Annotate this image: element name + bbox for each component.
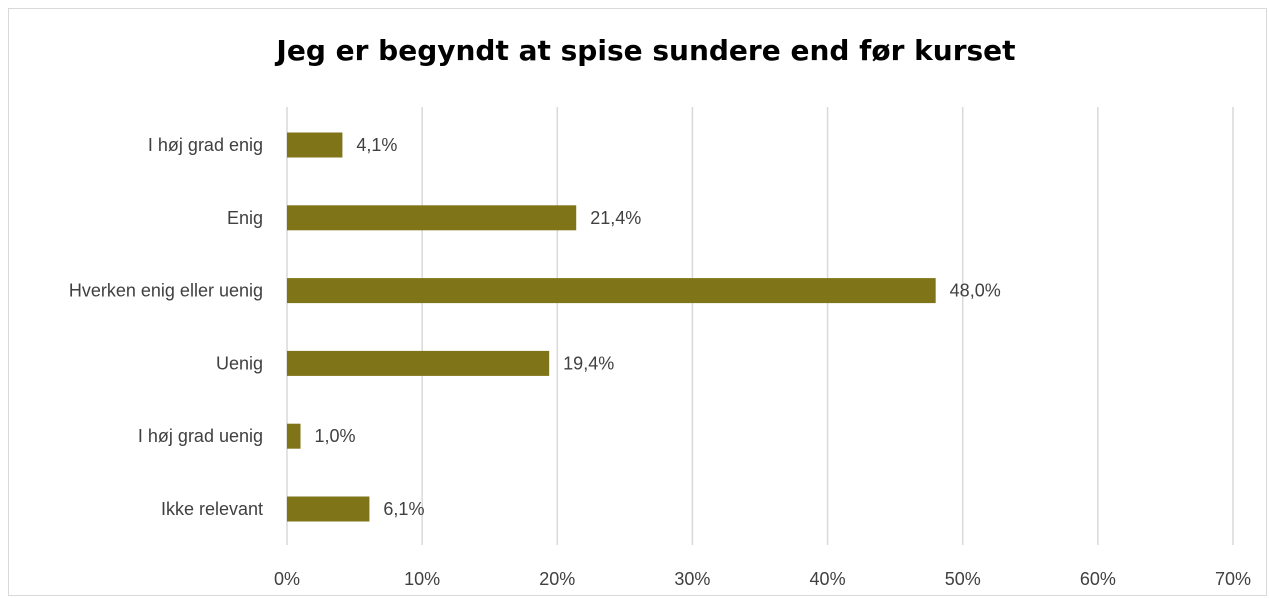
data-label: 6,1% (383, 499, 424, 519)
bars (287, 132, 936, 522)
x-axis-tick-labels: 0% 10% 20% 30% 40% 50% 60% 70% (274, 569, 1251, 589)
category-labels: I høj grad enig Enig Hverken enig eller ue… (69, 135, 263, 519)
data-label: 19,4% (563, 353, 614, 373)
category-label: Uenig (216, 353, 263, 373)
data-labels: 4,1% 21,4% 48,0% 19,4% 1,0% 6,1% (315, 135, 1001, 519)
data-label: 21,4% (590, 208, 641, 228)
x-tick-label: 50% (945, 569, 981, 589)
x-tick-label: 40% (810, 569, 846, 589)
x-tick-label: 70% (1215, 569, 1251, 589)
gridlines (286, 107, 1234, 545)
x-tick-label: 0% (274, 569, 300, 589)
category-label: I høj grad enig (148, 135, 263, 155)
x-tick-label: 30% (674, 569, 710, 589)
x-tick-label: 10% (404, 569, 440, 589)
category-label: I høj grad uenig (138, 426, 263, 446)
bar (287, 496, 370, 522)
data-label: 48,0% (950, 281, 1001, 301)
bar (287, 423, 301, 449)
data-label: 4,1% (356, 135, 397, 155)
x-tick-label: 60% (1080, 569, 1116, 589)
bar (287, 350, 550, 376)
category-label: Enig (227, 208, 263, 228)
bar (287, 132, 343, 158)
bar (287, 205, 577, 231)
data-label: 1,0% (315, 426, 356, 446)
category-label: Hverken enig eller uenig (69, 281, 263, 301)
category-label: Ikke relevant (161, 499, 263, 519)
chart-title: Jeg er begyndt at spise sundere end før … (276, 34, 1016, 67)
bar (287, 278, 936, 304)
x-tick-label: 20% (539, 569, 575, 589)
